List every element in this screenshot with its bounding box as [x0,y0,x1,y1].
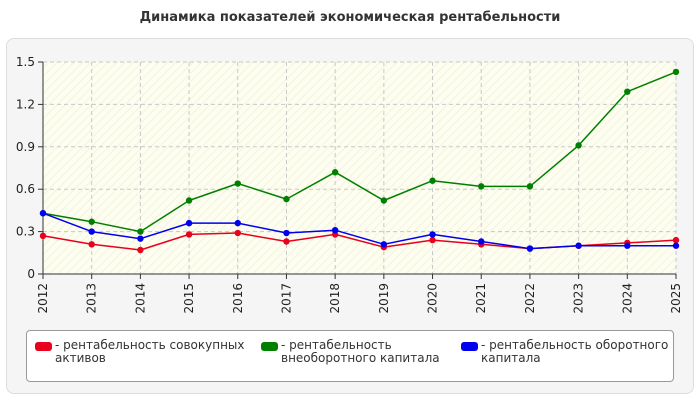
x-tick-label: 2014 [133,283,147,314]
y-tick-label: 0.6 [16,182,35,196]
data-point-working-capital [478,238,485,245]
y-tick-label: 1.5 [16,55,35,69]
data-point-total-assets [88,241,95,248]
data-point-fixed-capital [137,228,144,235]
x-tick-label: 2015 [182,283,196,314]
data-point-total-assets [672,236,680,244]
data-point-fixed-capital [526,183,534,190]
legend-item-fixed-capital: - рентабельность внеоборотного капитала [261,339,456,365]
x-tick-label: 2023 [572,283,586,314]
series-line-working-capital [42,212,676,250]
data-point-total-assets [283,238,290,245]
x-tick-label: 2013 [85,283,99,314]
data-point-working-capital [429,231,436,238]
x-tick-label: 2024 [620,283,634,314]
data-point-fixed-capital [575,142,582,149]
data-point-working-capital [380,241,388,248]
data-point-fixed-capital [380,197,388,204]
data-point-fixed-capital [478,183,485,190]
data-point-total-assets [137,246,144,254]
series-line-fixed-capital [42,71,677,233]
x-tick-label: 2016 [231,283,245,314]
chart-legend: - рентабельность совокупных активов - ре… [26,330,674,382]
x-tick-label: 2018 [328,283,342,314]
legend-item-total-assets: - рентабельность совокупных активов [35,339,245,365]
legend-item-working-capital: - рентабельность оборотного капитала [461,339,671,365]
x-tick-label: 2020 [426,283,440,314]
data-point-fixed-capital [672,68,680,76]
data-point-fixed-capital [429,177,436,184]
data-point-fixed-capital [185,197,193,204]
data-point-working-capital [575,242,582,249]
data-point-fixed-capital [283,195,290,203]
data-point-fixed-capital [88,218,95,225]
data-point-working-capital [39,210,47,217]
chart-title: Динамика показателей экономическая рента… [139,10,561,25]
data-point-fixed-capital [234,180,241,187]
legend-swatch-total-assets [35,342,52,351]
y-tick-label: 1.2 [16,97,35,111]
data-point-working-capital [672,242,680,249]
legend-label-working-capital: - рентабельность оборотного капитала [481,338,669,365]
data-point-working-capital [185,219,193,227]
data-point-working-capital [88,228,95,235]
data-point-total-assets [234,229,241,237]
x-tick-label: 2025 [669,283,683,314]
plot-area [43,62,676,274]
data-point-total-assets [185,231,193,238]
data-point-working-capital [137,235,144,242]
data-point-fixed-capital [331,169,339,176]
x-tick-label: 2021 [474,283,488,314]
data-point-working-capital [331,226,339,234]
x-tick-label: 2012 [36,283,50,314]
legend-label-total-assets: - рентабельность совокупных активов [55,338,245,365]
y-tick-label: 0.9 [16,140,35,154]
data-point-working-capital [234,219,241,227]
data-point-working-capital [624,242,631,249]
legend-label-fixed-capital: - рентабельность внеоборотного капитала [281,338,440,365]
y-tick-label: 0 [27,267,35,281]
data-point-total-assets [39,232,47,240]
legend-swatch-working-capital [461,342,478,351]
data-point-total-assets [429,236,436,244]
data-point-fixed-capital [624,88,631,95]
x-tick-label: 2019 [377,283,391,314]
x-tick-label: 2017 [279,283,293,314]
y-tick-label: 0.3 [16,225,35,239]
data-point-working-capital [526,245,534,252]
x-tick-label: 2022 [523,283,537,314]
legend-swatch-fixed-capital [261,342,278,351]
data-point-working-capital [283,229,290,237]
